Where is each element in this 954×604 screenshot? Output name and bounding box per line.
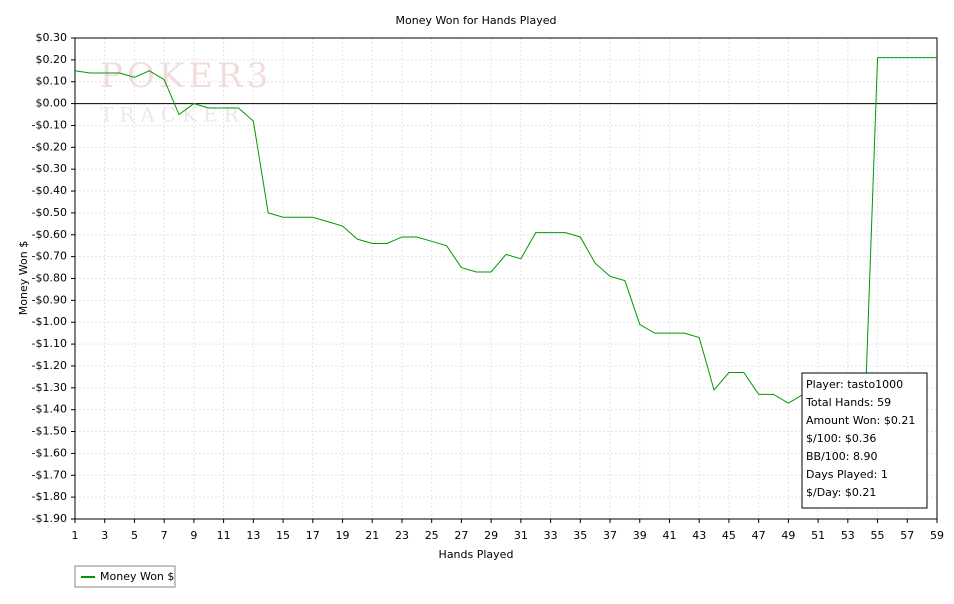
x-tick-label: 39 bbox=[633, 529, 647, 542]
tooltip-line: Total Hands: 59 bbox=[805, 396, 891, 409]
plot-frame bbox=[74, 37, 938, 520]
y-tick-label: -$1.90 bbox=[32, 512, 67, 525]
x-tick-label: 13 bbox=[246, 529, 260, 542]
y-tick-label: -$0.80 bbox=[32, 272, 67, 285]
tooltip-line: Amount Won: $0.21 bbox=[806, 414, 915, 427]
y-tick-label: -$0.90 bbox=[32, 293, 67, 306]
x-tick-label: 31 bbox=[514, 529, 528, 542]
y-tick-label: -$1.10 bbox=[32, 337, 67, 350]
data-line bbox=[74, 57, 937, 476]
x-tick-label: 29 bbox=[484, 529, 498, 542]
x-tick-label: 47 bbox=[752, 529, 766, 542]
tooltip-line: Days Played: 1 bbox=[806, 468, 888, 481]
x-tick-label: 43 bbox=[692, 529, 706, 542]
x-tick-label: 51 bbox=[811, 529, 825, 542]
x-tick-label: 23 bbox=[395, 529, 409, 542]
x-tick-label: 35 bbox=[573, 529, 587, 542]
x-tick-label: 27 bbox=[454, 529, 468, 542]
x-tick-label: 53 bbox=[841, 529, 855, 542]
chart-title: Money Won for Hands Played bbox=[396, 14, 557, 27]
y-tick-label: -$0.70 bbox=[32, 250, 67, 263]
y-tick-label: -$1.20 bbox=[32, 359, 67, 372]
tooltip-box bbox=[801, 372, 928, 509]
y-tick-label: -$0.40 bbox=[32, 184, 67, 197]
y-tick-label: -$1.40 bbox=[32, 403, 67, 416]
y-axis-label: Money Won $ bbox=[17, 241, 30, 315]
watermark: POKER3 bbox=[100, 56, 272, 96]
x-tick-label: 45 bbox=[722, 529, 736, 542]
y-tick-label: $0.20 bbox=[36, 53, 68, 66]
x-tick-label: 15 bbox=[276, 529, 290, 542]
y-tick-label: $0.30 bbox=[36, 31, 68, 44]
x-tick-label: 41 bbox=[662, 529, 676, 542]
y-tick-label: -$1.70 bbox=[32, 468, 67, 481]
legend: Money Won $ bbox=[74, 565, 176, 588]
y-tick-label: -$1.60 bbox=[32, 446, 67, 459]
x-tick-label: 55 bbox=[871, 529, 885, 542]
x-tick-label: 33 bbox=[544, 529, 558, 542]
legend-label: Money Won $ bbox=[100, 570, 174, 583]
legend-box bbox=[74, 565, 176, 588]
x-tick-label: 57 bbox=[900, 529, 914, 542]
y-tick-label: -$0.50 bbox=[32, 206, 67, 219]
x-tick-label: 37 bbox=[603, 529, 617, 542]
y-tick-label: -$0.10 bbox=[32, 118, 67, 131]
x-tick-label: 3 bbox=[101, 529, 108, 542]
y-tick-label: $0.10 bbox=[36, 75, 68, 88]
y-tick-label: -$1.80 bbox=[32, 490, 67, 503]
y-tick-label: -$0.60 bbox=[32, 228, 67, 241]
x-tick-label: 5 bbox=[131, 529, 138, 542]
x-tick-label: 17 bbox=[306, 529, 320, 542]
y-tick-label: -$1.30 bbox=[32, 381, 67, 394]
x-tick-label: 49 bbox=[781, 529, 795, 542]
watermark: TRACKER bbox=[100, 103, 245, 127]
x-tick-label: 25 bbox=[425, 529, 439, 542]
tooltip-line: BB/100: 8.90 bbox=[806, 450, 878, 463]
y-tick-label: -$0.30 bbox=[32, 162, 67, 175]
tooltip-line: Player: tasto1000 bbox=[806, 378, 903, 391]
x-tick-label: 1 bbox=[72, 529, 79, 542]
x-tick-label: 21 bbox=[365, 529, 379, 542]
x-axis-label: Hands Played bbox=[439, 548, 514, 561]
tooltip-line: $/Day: $0.21 bbox=[806, 486, 876, 499]
y-tick-label: -$0.20 bbox=[32, 140, 67, 153]
x-tick-label: 11 bbox=[217, 529, 231, 542]
y-tick-label: -$1.50 bbox=[32, 425, 67, 438]
x-tick-label: 59 bbox=[930, 529, 944, 542]
y-tick-label: -$1.00 bbox=[32, 315, 67, 328]
y-tick-label: $0.00 bbox=[36, 97, 68, 110]
tooltip-line: $/100: $0.36 bbox=[806, 432, 876, 445]
x-tick-label: 19 bbox=[336, 529, 350, 542]
x-tick-label: 7 bbox=[161, 529, 168, 542]
x-tick-label: 9 bbox=[190, 529, 197, 542]
